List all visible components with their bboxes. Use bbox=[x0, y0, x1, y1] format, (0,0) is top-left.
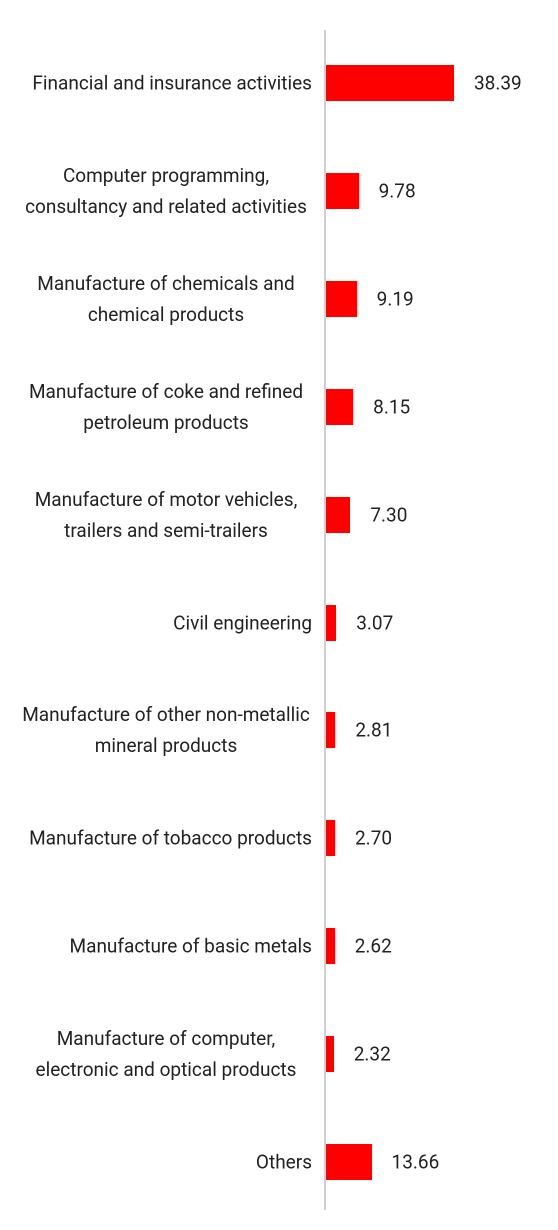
category-text: Manufacture of other non-metallic minera… bbox=[22, 703, 310, 758]
bar bbox=[326, 280, 357, 317]
category-label: Financial and insurance activities bbox=[12, 68, 312, 99]
category-text: Civil engineering bbox=[173, 611, 312, 634]
category-text: Manufacture of coke and refined petroleu… bbox=[28, 379, 304, 434]
bar bbox=[326, 712, 336, 749]
category-text: Manufacture of motor vehicles, trailers … bbox=[34, 487, 298, 542]
category-text: Manufacture of chemicals and chemical pr… bbox=[37, 271, 295, 326]
value-label: 8.15 bbox=[373, 395, 411, 419]
category-text: Manufacture of tobacco products bbox=[29, 826, 312, 850]
value-label: 2.81 bbox=[355, 718, 393, 742]
category-text: Financial and insurance activities bbox=[32, 71, 312, 95]
category-label: Computer programming, consultancy and re… bbox=[12, 160, 312, 222]
value-label: 2.32 bbox=[353, 1042, 391, 1066]
bar bbox=[326, 388, 354, 425]
bar bbox=[326, 928, 335, 965]
bar bbox=[326, 65, 454, 101]
category-label: Manufacture of tobacco products bbox=[12, 823, 312, 854]
value-label: 9.78 bbox=[378, 179, 416, 203]
value-label: 38.39 bbox=[474, 71, 522, 95]
value-label: 2.70 bbox=[355, 826, 393, 850]
bar bbox=[326, 496, 351, 533]
value-label: 7.30 bbox=[370, 503, 408, 527]
category-label: Others bbox=[12, 1147, 312, 1178]
category-label: Manufacture of computer, electronic and … bbox=[12, 1023, 312, 1085]
bar bbox=[326, 604, 337, 641]
bar bbox=[326, 820, 335, 857]
category-label: Civil engineering bbox=[12, 607, 312, 638]
category-label: Manufacture of basic metals bbox=[12, 931, 312, 962]
value-label: 13.66 bbox=[391, 1150, 440, 1174]
value-label: 2.62 bbox=[354, 934, 392, 958]
category-text: Manufacture of basic metals bbox=[69, 934, 312, 958]
bar bbox=[326, 1144, 372, 1180]
value-label: 9.19 bbox=[376, 287, 414, 311]
value-label: 3.07 bbox=[356, 611, 394, 634]
category-label: Manufacture of chemicals and chemical pr… bbox=[12, 268, 312, 330]
bar bbox=[326, 172, 359, 209]
bar bbox=[326, 1036, 334, 1073]
category-label: Manufacture of motor vehicles, trailers … bbox=[12, 484, 312, 546]
category-text: Manufacture of computer, electronic and … bbox=[35, 1027, 297, 1082]
category-label: Manufacture of coke and refined petroleu… bbox=[12, 376, 312, 438]
category-text: Computer programming, consultancy and re… bbox=[25, 163, 307, 218]
axis-line bbox=[324, 30, 326, 1210]
category-label: Manufacture of other non-metallic minera… bbox=[12, 699, 312, 761]
category-text: Others bbox=[255, 1150, 312, 1174]
